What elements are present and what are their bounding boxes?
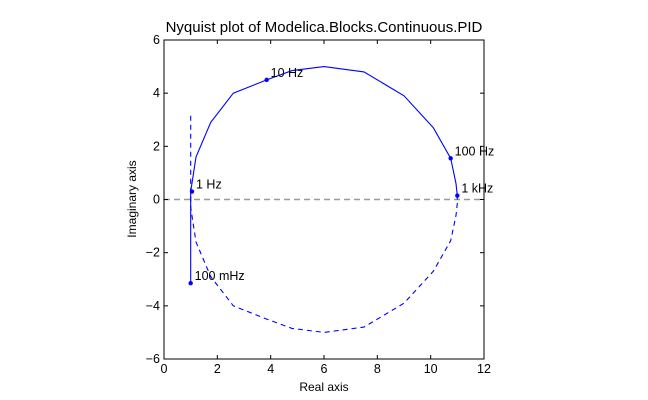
y-axis-label: Imaginary axis [125,160,139,237]
x-tick-label: 6 [321,362,328,376]
x-tick-label: 10 [424,362,438,376]
chart-title: Nyquist plot of Modelica.Blocks.Continuo… [166,19,483,36]
x-tick-label: 8 [374,362,381,376]
axes: 0 2 4 6 8 10 12 −6 −4 −2 0 2 4 6 [146,33,491,376]
marker-label-1-khz: 1 kHz [461,182,493,196]
plot-area: 100 mHz 1 Hz 10 Hz 100 Hz 1 kHz [164,66,494,333]
marker-label-100-hz: 100 Hz [455,144,495,158]
x-axis-label: Real axis [299,380,348,394]
y-tick-label: −4 [146,299,160,313]
marker-10-hz [264,77,269,83]
x-tick-label: 12 [477,362,491,376]
marker-label-10-hz: 10 Hz [271,66,304,80]
y-tick-label: 2 [153,139,160,153]
marker-label-1-hz: 1 Hz [196,178,222,192]
marker-label-100-mhz: 100 mHz [195,269,245,283]
marker-1-hz [189,189,195,194]
y-tick-label: 6 [153,33,160,47]
marker-1-khz [455,193,460,198]
marker-100-mhz [188,281,193,286]
x-tick-label: 2 [214,362,221,376]
y-tick-label: 4 [153,86,160,100]
y-tick-label: −2 [146,246,160,260]
nyquist-curve-solid [190,66,458,284]
x-tick-label: 0 [161,362,168,376]
x-tick-label: 4 [267,362,274,376]
y-tick-label: −6 [146,352,160,366]
nyquist-curve-dashed [190,115,458,333]
marker-100-hz [448,156,453,161]
y-tick-label: 0 [153,193,160,207]
